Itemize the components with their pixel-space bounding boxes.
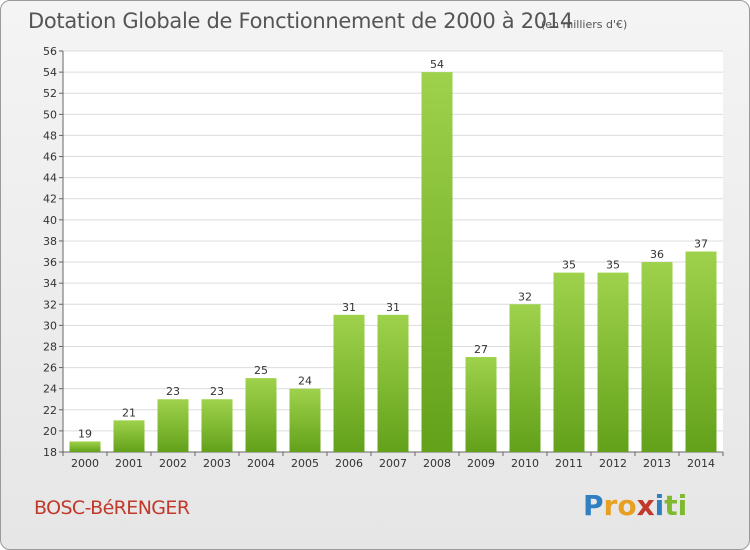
chart-title: Dotation Globale de Fonctionnement de 20… (28, 9, 573, 33)
y-tick-label: 26 (43, 362, 57, 375)
y-tick-label: 18 (43, 446, 57, 459)
y-tick-label: 54 (43, 66, 57, 79)
bar-value-label: 23 (166, 385, 180, 398)
bar (465, 357, 497, 452)
commune-name: BOSC-BéRENGER (34, 497, 190, 519)
bar-value-label: 25 (254, 364, 268, 377)
y-tick-label: 42 (43, 193, 57, 206)
bar (245, 378, 277, 452)
logo-letter: P (583, 489, 604, 522)
x-tick-label: 2008 (423, 457, 451, 470)
x-tick-label: 2001 (115, 457, 143, 470)
logo-letter: x (636, 489, 655, 522)
bar-value-label: 36 (650, 248, 664, 261)
x-tick-label: 2006 (335, 457, 363, 470)
x-tick-label: 2000 (71, 457, 99, 470)
logo-letter: i (654, 489, 665, 522)
bar-value-label: 35 (606, 259, 620, 272)
bar (553, 272, 585, 452)
bar (113, 420, 145, 452)
x-tick-label: 2012 (599, 457, 627, 470)
y-tick-label: 52 (43, 87, 57, 100)
bar-value-label: 24 (298, 375, 312, 388)
bar-value-label: 31 (386, 301, 400, 314)
y-tick-label: 32 (43, 298, 57, 311)
bar (685, 251, 717, 452)
x-tick-label: 2002 (159, 457, 187, 470)
y-tick-label: 40 (43, 214, 57, 227)
bar (421, 72, 453, 453)
bar-value-label: 19 (78, 427, 92, 440)
x-tick-label: 2003 (203, 457, 231, 470)
y-tick-label: 22 (43, 404, 57, 417)
proxiti-logo[interactable]: Proxiti (583, 489, 687, 522)
logo-letter: o (617, 489, 637, 522)
logo-letter: t (664, 489, 678, 522)
x-tick-label: 2014 (687, 457, 715, 470)
bar-value-label: 31 (342, 301, 356, 314)
y-tick-label: 20 (43, 425, 57, 438)
y-tick-label: 36 (43, 256, 57, 269)
x-tick-label: 2009 (467, 457, 495, 470)
bar-value-label: 37 (694, 238, 708, 251)
y-tick-label: 48 (43, 129, 57, 142)
bar (597, 272, 629, 452)
bar-value-label: 35 (562, 259, 576, 272)
bar-value-label: 54 (430, 58, 444, 71)
y-tick-label: 46 (43, 151, 57, 164)
bar (69, 441, 101, 452)
bar (377, 314, 409, 452)
y-tick-label: 44 (43, 172, 57, 185)
x-tick-label: 2005 (291, 457, 319, 470)
bar (201, 399, 233, 452)
x-tick-label: 2004 (247, 457, 275, 470)
y-tick-label: 30 (43, 319, 57, 332)
y-tick-label: 24 (43, 383, 57, 396)
x-tick-label: 2010 (511, 457, 539, 470)
bar (641, 262, 673, 452)
y-tick-label: 28 (43, 340, 57, 353)
bar (157, 399, 189, 452)
bar-value-label: 32 (518, 290, 532, 303)
y-tick-label: 56 (43, 45, 57, 58)
logo-letter: i (677, 489, 688, 522)
bar (509, 304, 541, 452)
y-tick-label: 34 (43, 277, 57, 290)
bar (333, 314, 365, 452)
bar-value-label: 23 (210, 385, 224, 398)
x-tick-label: 2013 (643, 457, 671, 470)
x-tick-label: 2007 (379, 457, 407, 470)
y-tick-label: 38 (43, 235, 57, 248)
y-tick-label: 50 (43, 108, 57, 121)
bar (289, 388, 321, 452)
bar-value-label: 27 (474, 343, 488, 356)
x-tick-label: 2011 (555, 457, 583, 470)
logo-letter: r (603, 489, 618, 522)
chart-subtitle: (en milliers d'€) (541, 18, 628, 31)
bar-value-label: 21 (122, 406, 136, 419)
